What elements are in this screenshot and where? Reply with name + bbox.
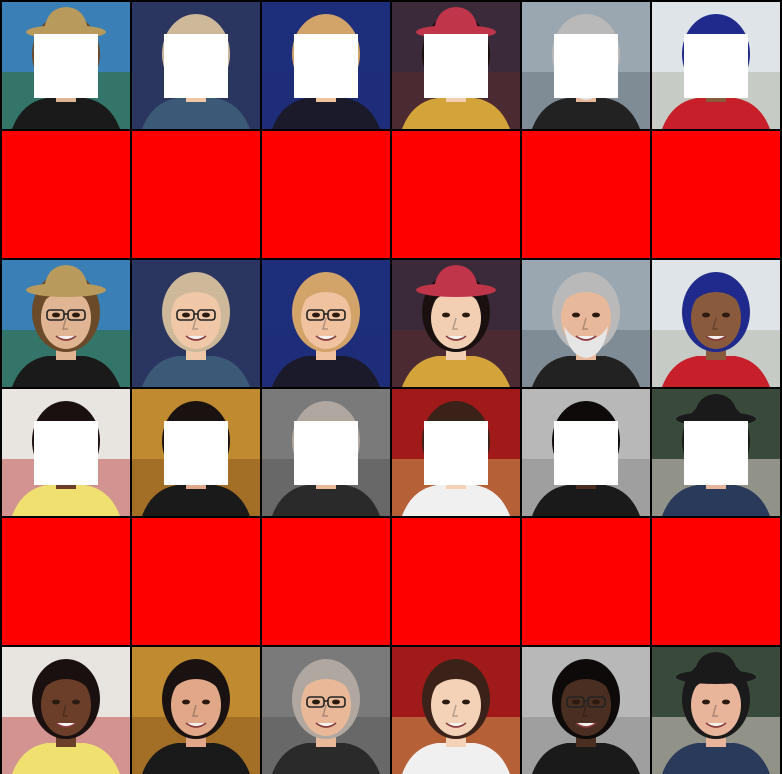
face-portrait — [392, 260, 520, 387]
red-fill-cell — [132, 518, 260, 645]
reference-face-cell — [132, 260, 260, 387]
face-mask-square — [164, 34, 228, 98]
face-mask-square — [554, 421, 618, 485]
face-mask-square — [164, 421, 228, 485]
face-mask-square — [684, 421, 748, 485]
face-portrait — [652, 647, 780, 774]
red-fill-cell — [652, 131, 780, 258]
face-portrait — [2, 647, 130, 774]
red-fill-cell — [132, 131, 260, 258]
face-mask-square — [294, 34, 358, 98]
reference-face-cell — [2, 260, 130, 387]
face-portrait — [522, 647, 650, 774]
reference-face-cell — [392, 647, 520, 774]
reference-face-cell — [262, 260, 390, 387]
masked-face-cell — [392, 2, 520, 129]
masked-face-cell — [392, 389, 520, 516]
face-mask-square — [684, 34, 748, 98]
reference-face-cell — [652, 647, 780, 774]
reference-face-cell — [392, 260, 520, 387]
masked-face-cell — [2, 2, 130, 129]
face-mask-square — [424, 34, 488, 98]
face-portrait — [262, 260, 390, 387]
masked-face-cell — [652, 2, 780, 129]
reference-face-cell — [132, 647, 260, 774]
red-fill-cell — [262, 518, 390, 645]
red-fill-cell — [262, 131, 390, 258]
face-portrait — [262, 647, 390, 774]
red-fill-cell — [2, 131, 130, 258]
face-mask-square — [34, 34, 98, 98]
masked-face-cell — [262, 389, 390, 516]
face-mask-square — [424, 421, 488, 485]
reference-face-cell — [522, 647, 650, 774]
masked-face-cell — [522, 389, 650, 516]
masked-face-cell — [2, 389, 130, 516]
red-fill-cell — [392, 131, 520, 258]
red-fill-cell — [392, 518, 520, 645]
red-fill-cell — [522, 518, 650, 645]
reference-face-cell — [262, 647, 390, 774]
masked-face-cell — [522, 2, 650, 129]
face-portrait — [132, 260, 260, 387]
reference-face-cell — [2, 647, 130, 774]
masked-face-cell — [652, 389, 780, 516]
face-portrait — [132, 647, 260, 774]
face-mask-square — [554, 34, 618, 98]
red-fill-cell — [652, 518, 780, 645]
red-fill-cell — [2, 518, 130, 645]
face-portrait — [392, 647, 520, 774]
face-mask-square — [294, 421, 358, 485]
reference-face-cell — [522, 260, 650, 387]
reference-face-cell — [652, 260, 780, 387]
masked-face-cell — [132, 389, 260, 516]
red-fill-cell — [522, 131, 650, 258]
masked-face-cell — [132, 2, 260, 129]
masked-face-cell — [262, 2, 390, 129]
face-portrait — [2, 260, 130, 387]
face-portrait — [522, 260, 650, 387]
face-mask-square — [34, 421, 98, 485]
face-portrait — [652, 260, 780, 387]
